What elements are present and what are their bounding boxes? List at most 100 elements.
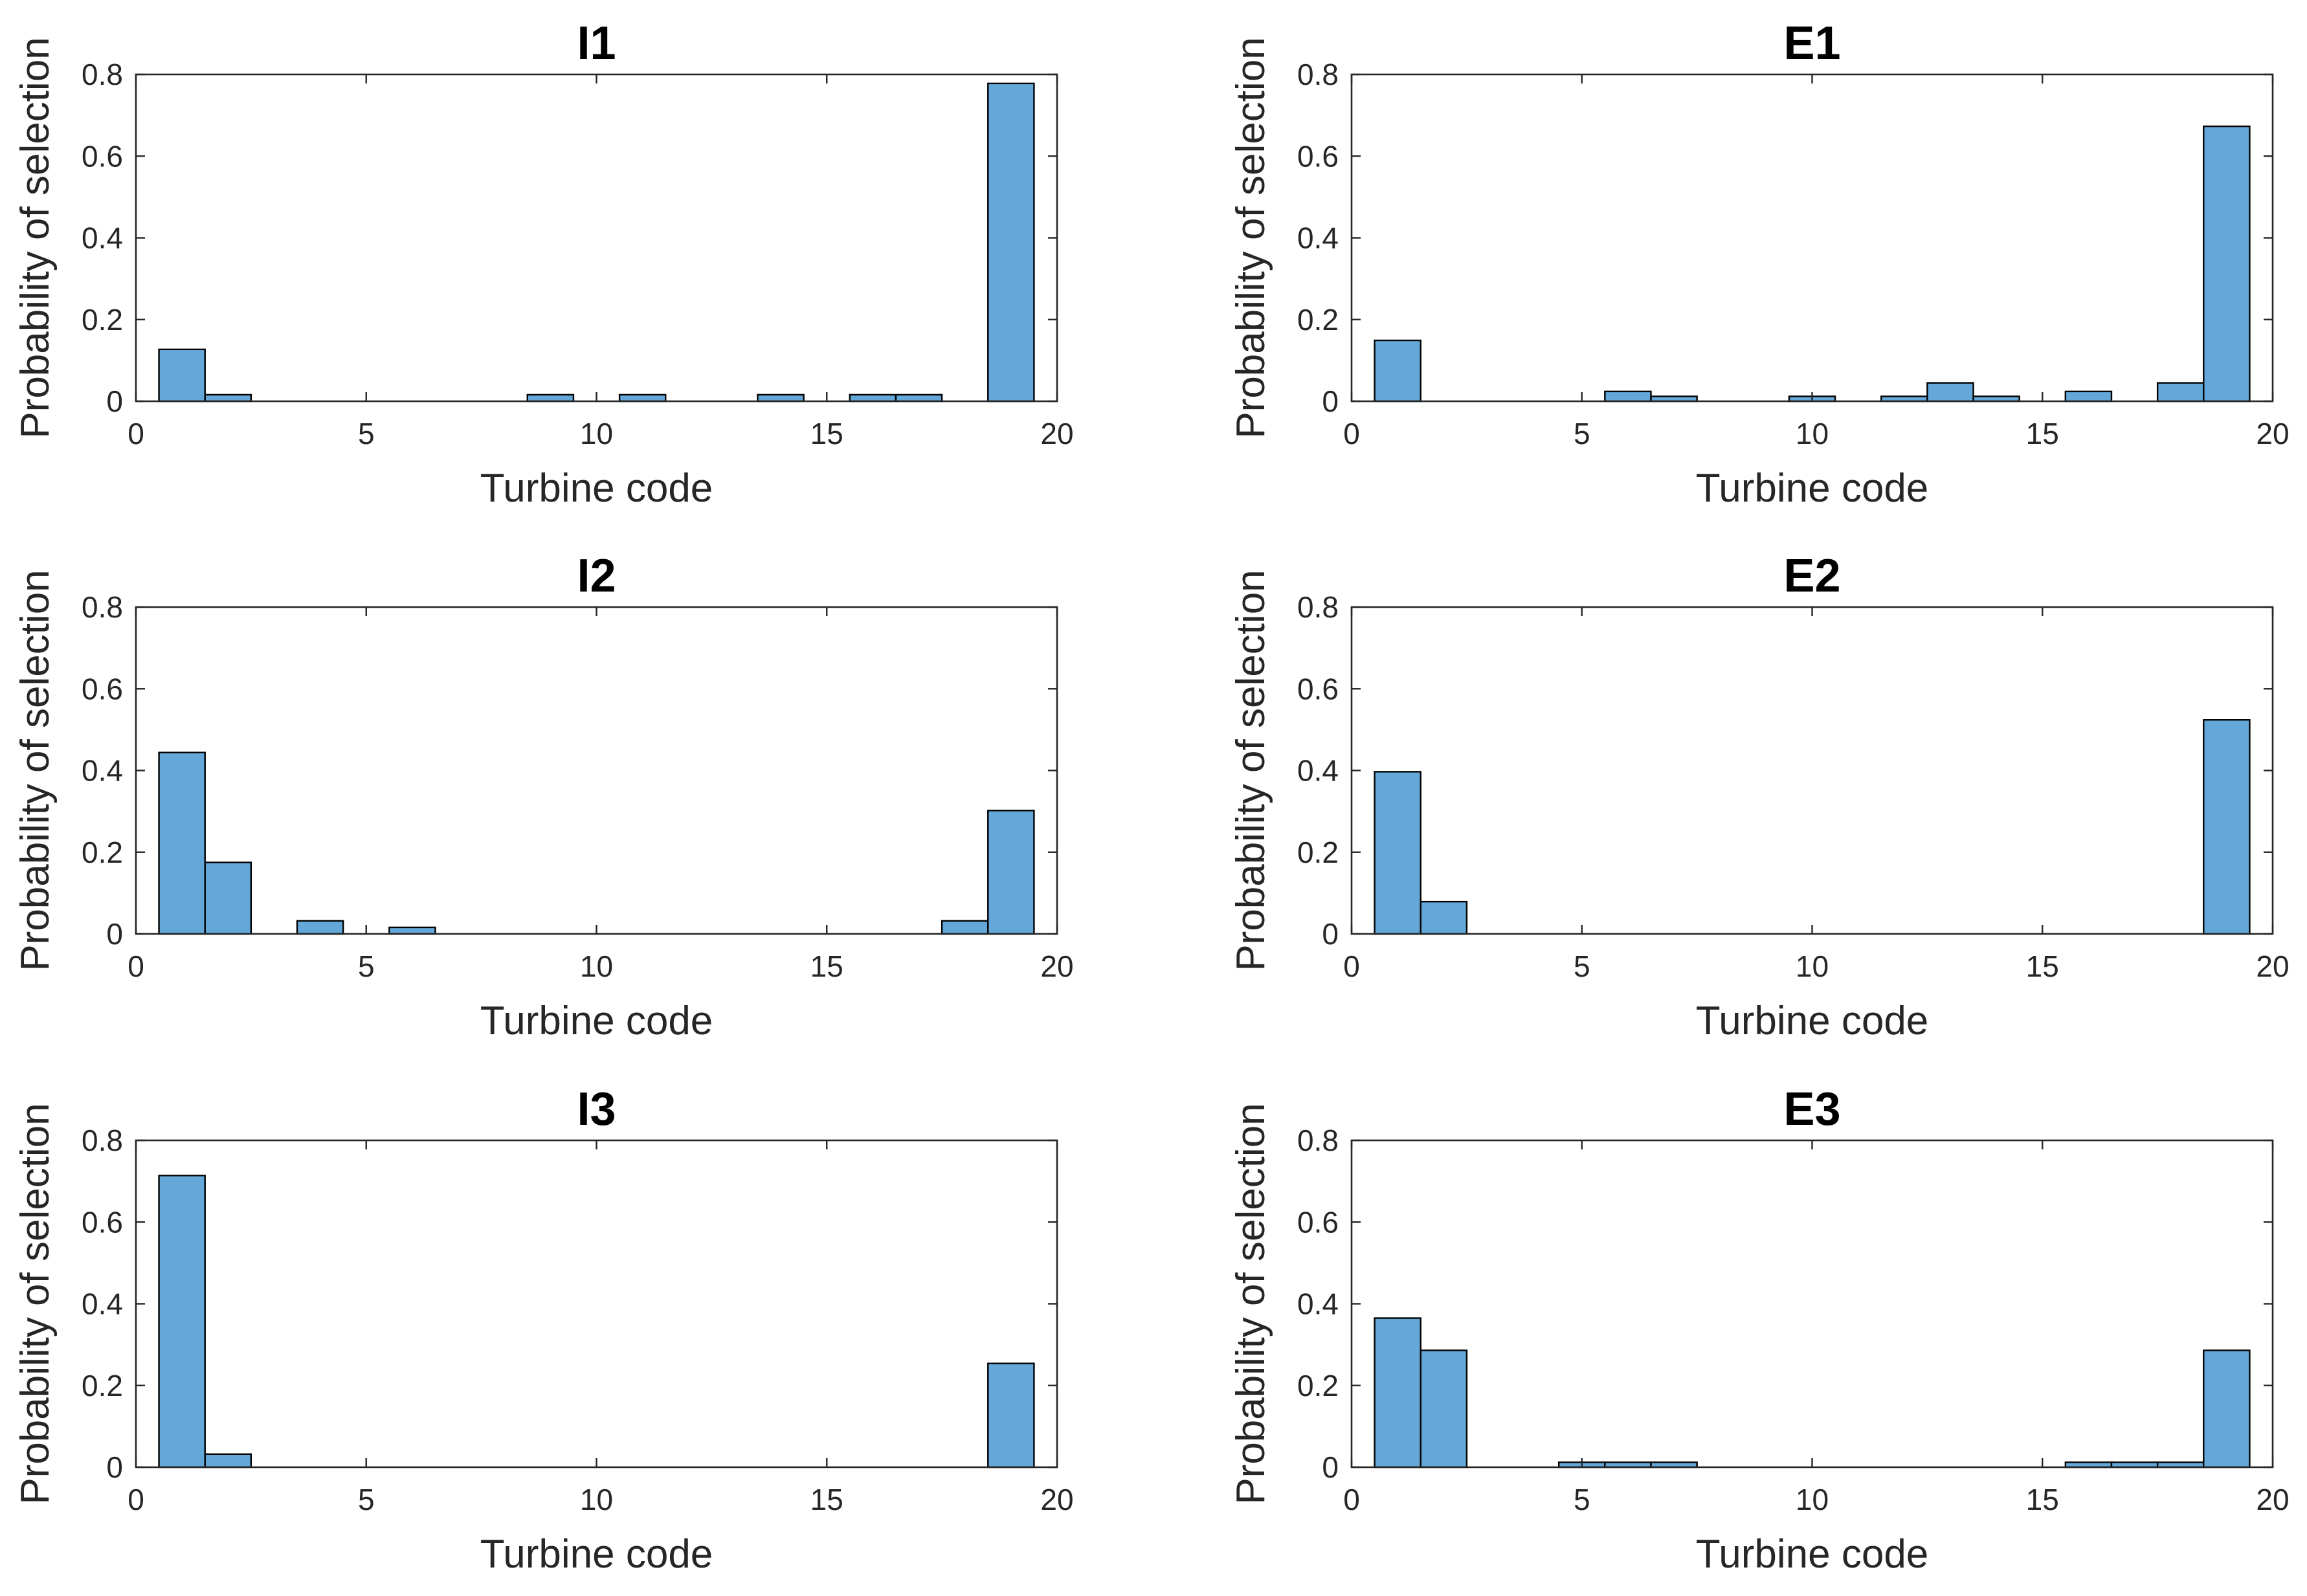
chart-4-axes-box bbox=[135, 1139, 1058, 1469]
chart-2-ytick-label-0: 0 bbox=[106, 917, 123, 951]
chart-4-xtick-label-3: 15 bbox=[810, 1483, 843, 1516]
chart-0-ytick-label-4: 0.8 bbox=[82, 58, 123, 91]
chart-5-bar-19 bbox=[2203, 1349, 2251, 1469]
chart-5-xtick-label-2: 10 bbox=[1796, 1483, 1829, 1516]
chart-2-bar-18 bbox=[941, 920, 989, 935]
chart-3-ytick-label-3: 0.6 bbox=[1297, 672, 1339, 705]
chart-1-xtick-label-3: 15 bbox=[2026, 417, 2059, 450]
chart-4-ytick-label-1: 0.2 bbox=[82, 1369, 123, 1402]
chart-5-ytick-label-2: 0.4 bbox=[1297, 1287, 1339, 1321]
chart-2-bar-4 bbox=[296, 920, 344, 935]
chart-4-ytick-label-0: 0 bbox=[106, 1450, 123, 1484]
chart-1-xlabel: Turbine code bbox=[1696, 466, 1929, 511]
chart-0-xtick-label-2: 10 bbox=[580, 417, 613, 450]
chart-2-axes-box bbox=[135, 606, 1058, 935]
chart-1-xtick-label-4: 20 bbox=[2256, 417, 2289, 450]
chart-4-xlabel: Turbine code bbox=[480, 1532, 713, 1577]
chart-0-bar-9 bbox=[526, 393, 575, 403]
chart-2-xtick-label-3: 15 bbox=[810, 949, 843, 983]
chart-1-axes-box bbox=[1350, 73, 2274, 403]
chart-2-ytick-label-3: 0.6 bbox=[82, 672, 123, 705]
chart-4-title: I3 bbox=[577, 1083, 616, 1135]
chart-3-title: E2 bbox=[1783, 550, 1840, 602]
chart-3-xtick-label-1: 5 bbox=[1574, 949, 1590, 983]
chart-2-bar-6 bbox=[388, 926, 436, 935]
chart-3-ytick-label-4: 0.8 bbox=[1297, 590, 1339, 624]
chart-0-bar-14 bbox=[757, 393, 805, 403]
chart-1-xtick-label-1: 5 bbox=[1574, 417, 1590, 450]
chart-5-ytick-label-0: 0 bbox=[1322, 1450, 1339, 1484]
chart-3-ytick-label-2: 0.4 bbox=[1297, 754, 1339, 788]
chart-1-xtick-label-2: 10 bbox=[1796, 417, 1829, 450]
chart-1-bar-13 bbox=[1926, 382, 1974, 403]
chart-2-ylabel: Probability of selection bbox=[13, 570, 58, 971]
chart-1-bar-19 bbox=[2203, 125, 2251, 403]
chart-5-bar-1 bbox=[1374, 1317, 1421, 1469]
chart-5-panel: 0 5 10 15 20 0 0.2 0.4 0.6 0.8 E3 Turbine code Proba… bbox=[1229, 1083, 2290, 1577]
chart-4-ytick-label-4: 0.8 bbox=[82, 1124, 123, 1157]
chart-0-ytick-label-1: 0.2 bbox=[82, 303, 123, 337]
chart-5-xtick-label-3: 15 bbox=[2026, 1483, 2059, 1516]
chart-0-bar-1 bbox=[158, 348, 206, 403]
chart-0-ytick-label-2: 0.4 bbox=[82, 221, 123, 255]
chart-4-xtick-label-1: 5 bbox=[358, 1483, 375, 1516]
chart-0-title: I1 bbox=[577, 17, 616, 69]
chart-0-ylabel: Probability of selection bbox=[13, 37, 58, 438]
chart-2-title: I2 bbox=[577, 550, 616, 602]
chart-0-panel: 0 5 10 15 20 0 0.2 0.4 0.6 0.8 I1 Turbine code Proba… bbox=[13, 17, 1074, 511]
chart-2-xtick-label-4: 20 bbox=[1040, 949, 1073, 983]
chart-1-ylabel: Probability of selection bbox=[1229, 37, 1273, 438]
chart-0-xtick-label-4: 20 bbox=[1040, 417, 1073, 450]
chart-1-ytick-label-1: 0.2 bbox=[1297, 303, 1339, 337]
chart-1-bar-1 bbox=[1374, 339, 1421, 403]
chart-3-ylabel: Probability of selection bbox=[1229, 570, 1273, 971]
chart-4-xtick-label-0: 0 bbox=[128, 1483, 144, 1516]
chart-5-xtick-label-1: 5 bbox=[1574, 1483, 1590, 1516]
chart-0-bar-11 bbox=[618, 393, 667, 403]
chart-3-bar-2 bbox=[1420, 900, 1468, 935]
chart-2-ytick-label-2: 0.4 bbox=[82, 754, 123, 788]
chart-2-xtick-label-1: 5 bbox=[358, 949, 375, 983]
chart-3-xtick-label-0: 0 bbox=[1343, 949, 1360, 983]
chart-2-bar-2 bbox=[204, 861, 252, 935]
chart-5-xtick-label-0: 0 bbox=[1343, 1483, 1360, 1516]
chart-2-ytick-label-1: 0.2 bbox=[82, 836, 123, 869]
chart-2-xlabel: Turbine code bbox=[480, 999, 713, 1043]
chart-4-ylabel: Probability of selection bbox=[13, 1103, 58, 1504]
chart-3-xtick-label-2: 10 bbox=[1796, 949, 1829, 983]
chart-1-xtick-label-0: 0 bbox=[1343, 417, 1360, 450]
chart-0-axes-box bbox=[135, 73, 1058, 403]
chart-4-xtick-label-4: 20 bbox=[1040, 1483, 1073, 1516]
chart-3-ytick-label-1: 0.2 bbox=[1297, 836, 1339, 869]
chart-3-xtick-label-4: 20 bbox=[2256, 949, 2289, 983]
chart-3-bar-19 bbox=[2203, 719, 2251, 935]
chart-4-bar-1 bbox=[158, 1175, 206, 1469]
chart-5-bar-2 bbox=[1420, 1349, 1468, 1469]
chart-1-title: E1 bbox=[1783, 17, 1840, 69]
chart-5-xlabel: Turbine code bbox=[1696, 1532, 1929, 1577]
chart-0-bar-19 bbox=[987, 82, 1035, 403]
chart-0-bar-2 bbox=[204, 393, 252, 403]
chart-3-xlabel: Turbine code bbox=[1696, 999, 1929, 1043]
chart-0-xtick-label-0: 0 bbox=[128, 417, 144, 450]
chart-1-bar-16 bbox=[2064, 390, 2113, 403]
chart-1-ytick-label-4: 0.8 bbox=[1297, 58, 1339, 91]
chart-2-xtick-label-2: 10 bbox=[580, 949, 613, 983]
chart-5-ytick-label-1: 0.2 bbox=[1297, 1369, 1339, 1402]
chart-4-bar-2 bbox=[204, 1453, 252, 1469]
chart-1-ytick-label-3: 0.6 bbox=[1297, 139, 1339, 173]
chart-0-bar-16 bbox=[849, 393, 897, 403]
chart-3-xtick-label-3: 15 bbox=[2026, 949, 2059, 983]
chart-0-ytick-label-3: 0.6 bbox=[82, 139, 123, 173]
chart-2-bar-19 bbox=[987, 810, 1035, 935]
chart-0-bar-17 bbox=[895, 393, 943, 403]
chart-5-axes-box bbox=[1350, 1139, 2274, 1469]
chart-0-xtick-label-1: 5 bbox=[358, 417, 375, 450]
chart-4-bar-19 bbox=[987, 1362, 1035, 1469]
chart-2-xtick-label-0: 0 bbox=[128, 949, 144, 983]
chart-0-xlabel: Turbine code bbox=[480, 466, 713, 511]
chart-3-panel: 0 5 10 15 20 0 0.2 0.4 0.6 0.8 E2 Turbine code Proba… bbox=[1229, 550, 2290, 1043]
chart-1-ytick-label-2: 0.4 bbox=[1297, 221, 1339, 255]
chart-2-ytick-label-4: 0.8 bbox=[82, 590, 123, 624]
